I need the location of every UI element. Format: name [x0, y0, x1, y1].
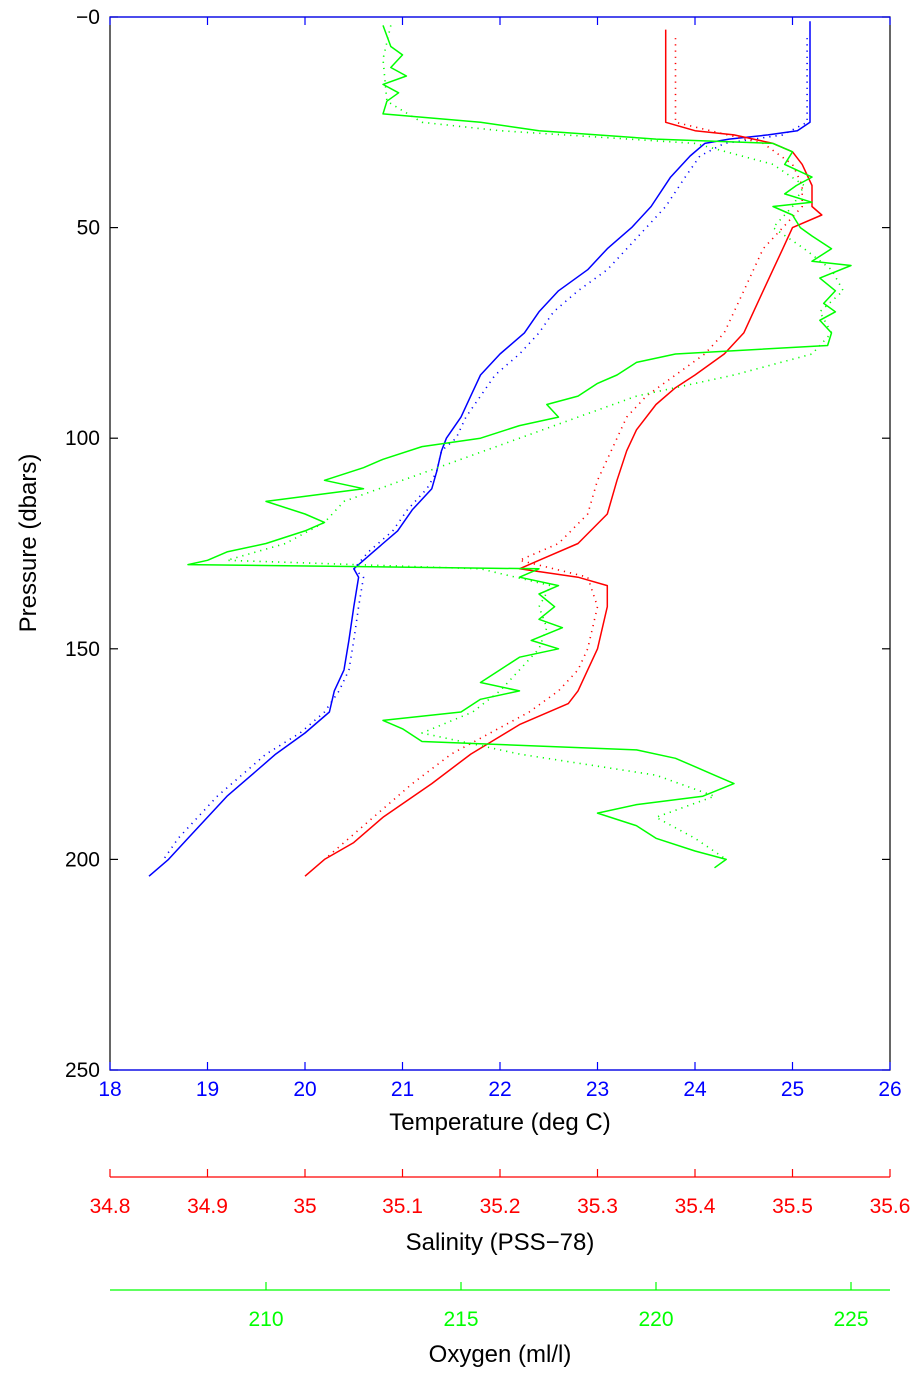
salinity-tick-label: 34.8: [90, 1195, 131, 1218]
oxygen-tick-label: 215: [443, 1308, 478, 1331]
salinity-solid-line: [305, 30, 822, 877]
y-tick-label: 200: [65, 848, 100, 871]
salinity-tick-label: 35.6: [870, 1195, 911, 1218]
salinity-dotted-line: [325, 38, 803, 859]
y-axis-label: Pressure (dbars): [15, 454, 42, 633]
temperature-solid-line: [149, 21, 810, 876]
temperature-tick-label: 20: [293, 1078, 316, 1101]
oxygen-tick-label: 225: [833, 1308, 868, 1331]
oxygen-tick-label: 220: [638, 1308, 673, 1331]
salinity-axis-label: Salinity (PSS−78): [406, 1229, 595, 1256]
salinity-tick-label: 35.4: [675, 1195, 716, 1218]
temperature-dotted-line: [164, 38, 808, 859]
y-tick-label: 150: [65, 638, 100, 661]
y-tick-label: −0: [76, 6, 100, 29]
oxygen-solid-line: [188, 25, 851, 867]
temperature-tick-label: 22: [488, 1078, 511, 1101]
salinity-tick-label: 34.9: [187, 1195, 228, 1218]
y-tick-label: 100: [65, 427, 100, 450]
temperature-tick-label: 21: [391, 1078, 414, 1101]
oxygen-dotted-line: [227, 25, 843, 859]
y-tick-label: 50: [77, 217, 100, 240]
oxygen-tick-label: 210: [248, 1308, 283, 1331]
salinity-tick-label: 35.3: [577, 1195, 618, 1218]
temperature-tick-label: 26: [878, 1078, 901, 1101]
salinity-tick-label: 35.1: [382, 1195, 423, 1218]
temperature-tick-label: 23: [586, 1078, 609, 1101]
salinity-tick-label: 35: [293, 1195, 316, 1218]
salinity-tick-label: 35.2: [480, 1195, 521, 1218]
temperature-axis-label: Temperature (deg C): [389, 1109, 610, 1136]
temperature-tick-label: 18: [98, 1078, 121, 1101]
temperature-tick-label: 19: [196, 1078, 219, 1101]
salinity-tick-label: 35.5: [772, 1195, 813, 1218]
plot-frame: [110, 17, 890, 1070]
oxygen-axis-label: Oxygen (ml/l): [429, 1341, 572, 1368]
temperature-tick-label: 24: [683, 1078, 707, 1101]
temperature-tick-label: 25: [781, 1078, 804, 1101]
y-tick-label: 250: [65, 1059, 100, 1082]
series-layer: [149, 21, 851, 876]
